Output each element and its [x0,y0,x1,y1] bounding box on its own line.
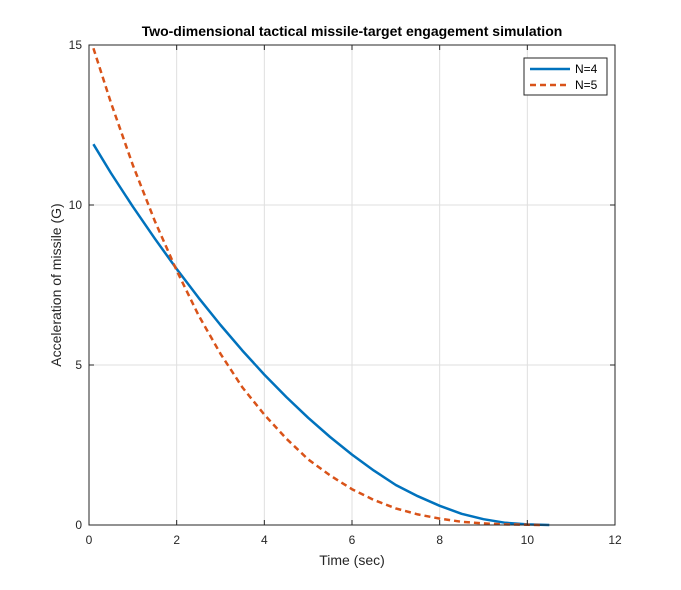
ticks [88,44,616,526]
tick-labels: 0 2 4 6 8 10 12 0 5 10 15 [69,38,622,547]
legend-label-n4: N=4 [575,62,598,76]
y-tick-label: 5 [75,358,82,372]
series-line-n4 [92,143,550,527]
y-tick-label: 15 [69,38,83,52]
x-axis-label: Time (sec) [319,552,385,568]
x-tick-label: 10 [521,533,535,547]
legend-label-n5: N=5 [575,78,598,92]
y-tick-label: 0 [75,518,82,532]
chart-title: Two-dimensional tactical missile-target … [142,23,563,39]
x-tick-label: 0 [86,533,93,547]
y-tick-label: 10 [69,198,83,212]
x-tick-label: 2 [173,533,180,547]
x-tick-label: 12 [608,533,622,547]
legend: N=4 N=5 [523,57,608,96]
x-tick-label: 6 [349,533,356,547]
y-axis-label: Acceleration of missile (G) [48,203,64,366]
series-layer [92,47,550,527]
series-line-n5 [92,47,541,527]
legend-box [523,57,608,96]
x-tick-label: 4 [261,533,268,547]
x-tick-label: 8 [436,533,443,547]
